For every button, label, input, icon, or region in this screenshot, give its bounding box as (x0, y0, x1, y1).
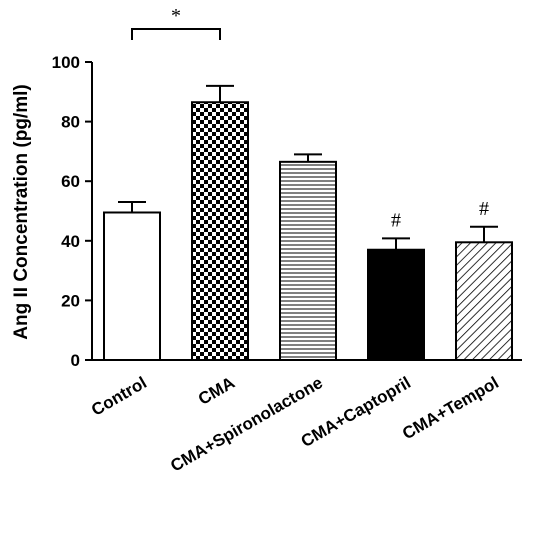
bars (103, 101, 513, 362)
category-label: Control (88, 373, 150, 420)
bar (367, 248, 425, 362)
y-tick-label: 100 (52, 53, 80, 72)
y-tick-label: 20 (61, 291, 80, 310)
category-label: CMA+Tempol (399, 373, 502, 443)
category-label: CMA+Spironolactone (167, 373, 326, 476)
y-axis: 0 20 40 60 80 100 (52, 53, 93, 370)
bar (191, 101, 249, 361)
significance-star: * (171, 5, 181, 27)
error-bars (118, 84, 498, 250)
category-label: CMA (195, 373, 238, 409)
bar (455, 241, 513, 361)
category-labels: Control CMACMA+SpironolactoneCMA+Captopri… (88, 373, 502, 476)
significance-marker: # (391, 209, 401, 231)
significance-markers: ## (391, 198, 489, 232)
y-tick-label: 40 (61, 232, 80, 251)
y-axis-label: Ang II Concentration (pg/ml) (11, 84, 32, 339)
y-tick-label: 60 (61, 172, 80, 191)
significance-bracket-line (131, 28, 221, 40)
significance-bracket: * (131, 5, 221, 40)
y-tick-label: 0 (71, 351, 80, 370)
y-tick-label: 80 (61, 113, 80, 132)
bar (103, 211, 161, 361)
bar (279, 160, 337, 361)
significance-marker: # (479, 198, 489, 220)
